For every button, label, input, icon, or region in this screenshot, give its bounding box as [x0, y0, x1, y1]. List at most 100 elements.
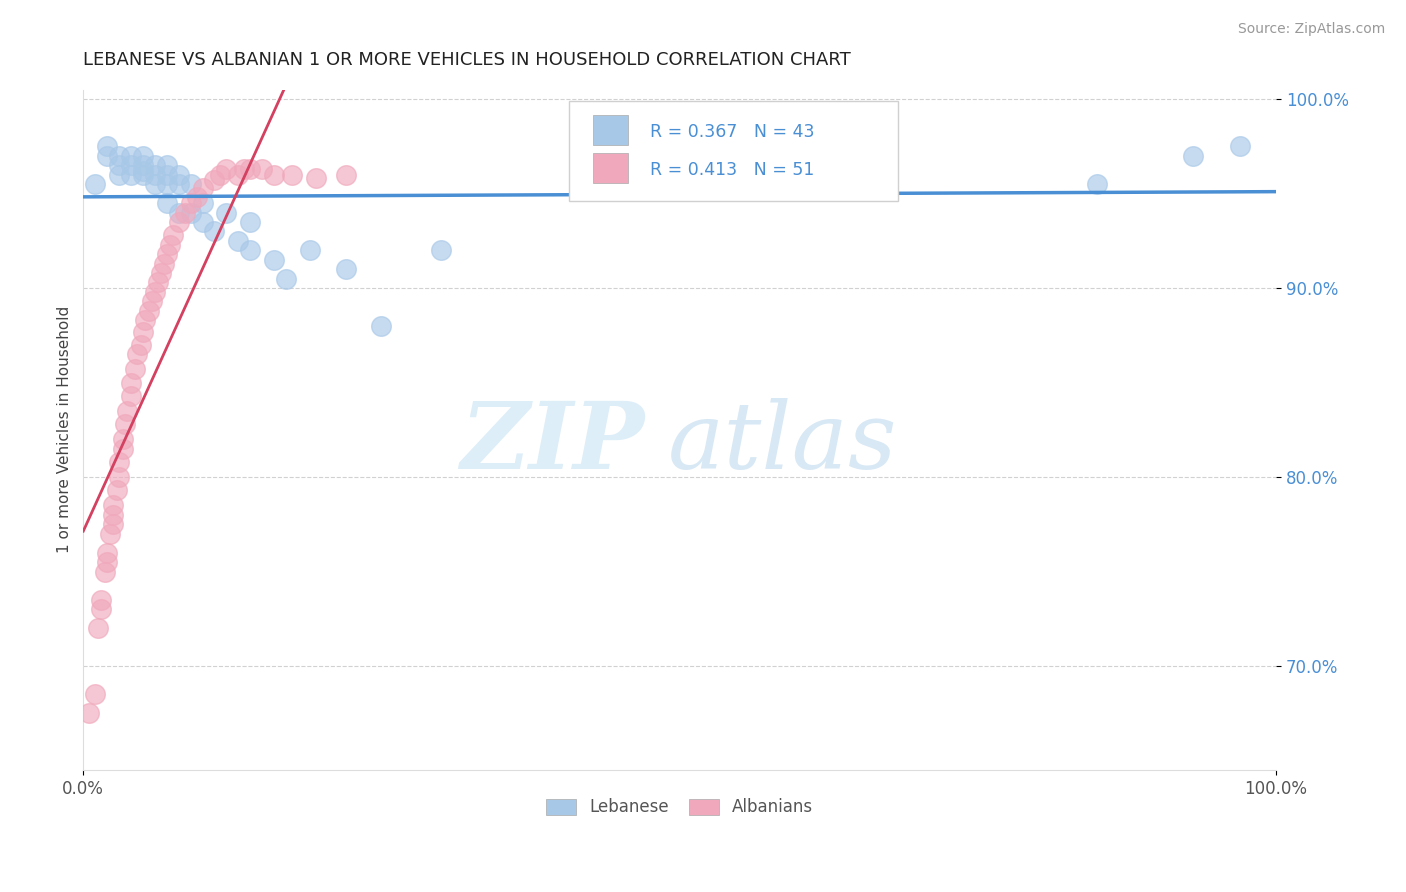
Point: [98, 526, 121, 541]
Point: [228, 168, 250, 182]
Point: [239, 162, 262, 177]
Point: [90, 593, 112, 607]
Point: [96, 546, 118, 560]
Point: [108, 149, 131, 163]
Point: [281, 168, 304, 182]
Point: [263, 168, 285, 182]
Point: [84, 177, 107, 191]
Point: [143, 168, 166, 182]
Point: [204, 224, 226, 238]
Point: [90, 602, 112, 616]
Point: [132, 164, 155, 178]
Point: [191, 181, 214, 195]
Point: [143, 177, 166, 191]
Legend: Lebanese, Albanians: Lebanese, Albanians: [540, 791, 820, 823]
Text: atlas: atlas: [668, 399, 897, 489]
Point: [215, 205, 238, 219]
Point: [167, 177, 190, 191]
Point: [156, 196, 179, 211]
Point: [84, 687, 107, 701]
Point: [134, 313, 156, 327]
Text: R = 0.367   N = 43: R = 0.367 N = 43: [650, 122, 814, 141]
Point: [108, 158, 131, 172]
Point: [132, 168, 155, 182]
Point: [105, 483, 128, 498]
Point: [298, 244, 321, 258]
Point: [114, 417, 136, 432]
Point: [120, 158, 142, 172]
Point: [132, 325, 155, 339]
Point: [162, 228, 184, 243]
Point: [335, 262, 357, 277]
Point: [215, 162, 238, 177]
Point: [111, 442, 134, 456]
Point: [153, 256, 176, 270]
Point: [96, 555, 118, 569]
Point: [167, 205, 190, 219]
Point: [250, 162, 273, 177]
Point: [108, 455, 131, 469]
Y-axis label: 1 or more Vehicles in Household: 1 or more Vehicles in Household: [58, 306, 72, 553]
Point: [120, 389, 142, 403]
Point: [143, 285, 166, 299]
Point: [132, 158, 155, 172]
Point: [96, 149, 118, 163]
Point: [239, 244, 262, 258]
Point: [111, 432, 134, 446]
Text: R = 0.413   N = 51: R = 0.413 N = 51: [650, 161, 814, 178]
Point: [305, 171, 328, 186]
Point: [108, 470, 131, 484]
Point: [101, 508, 124, 522]
Point: [848, 168, 870, 182]
Text: LEBANESE VS ALBANIAN 1 OR MORE VEHICLES IN HOUSEHOLD CORRELATION CHART: LEBANESE VS ALBANIAN 1 OR MORE VEHICLES …: [83, 51, 851, 69]
Point: [108, 168, 131, 182]
Bar: [592, 153, 628, 183]
Point: [156, 247, 179, 261]
Point: [191, 215, 214, 229]
Bar: [592, 114, 628, 145]
FancyBboxPatch shape: [569, 102, 898, 201]
Point: [209, 168, 232, 182]
Point: [132, 149, 155, 163]
Point: [138, 303, 160, 318]
Point: [101, 499, 124, 513]
Point: [96, 139, 118, 153]
Point: [86, 621, 108, 635]
Point: [728, 177, 751, 191]
Point: [156, 177, 179, 191]
Point: [1085, 177, 1108, 191]
Point: [167, 215, 190, 229]
Point: [204, 173, 226, 187]
Point: [430, 244, 453, 258]
Point: [156, 158, 179, 172]
Point: [159, 237, 181, 252]
Point: [191, 196, 214, 211]
Point: [77, 706, 100, 721]
Point: [156, 168, 179, 182]
Text: ZIP: ZIP: [460, 399, 644, 489]
Point: [263, 252, 285, 267]
Point: [239, 215, 262, 229]
Point: [370, 318, 392, 333]
Point: [129, 338, 152, 352]
Point: [180, 196, 202, 211]
Point: [274, 271, 297, 285]
Point: [149, 266, 172, 280]
Text: Source: ZipAtlas.com: Source: ZipAtlas.com: [1237, 22, 1385, 37]
Point: [167, 168, 190, 182]
Point: [228, 234, 250, 248]
Point: [233, 162, 256, 177]
Point: [143, 158, 166, 172]
Point: [120, 168, 142, 182]
Point: [1229, 139, 1251, 153]
Point: [101, 517, 124, 532]
Point: [180, 177, 202, 191]
Point: [125, 347, 148, 361]
Point: [186, 190, 208, 204]
Point: [120, 376, 142, 390]
Point: [120, 149, 142, 163]
Point: [117, 404, 139, 418]
Point: [141, 294, 163, 309]
Point: [180, 205, 202, 219]
Point: [94, 565, 117, 579]
